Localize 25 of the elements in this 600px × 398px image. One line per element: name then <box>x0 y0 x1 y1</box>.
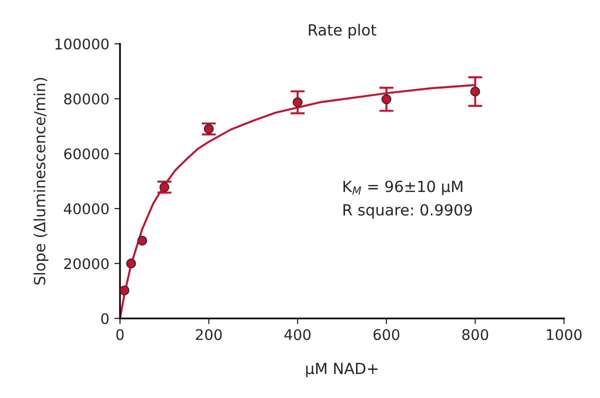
point <box>126 258 136 268</box>
y-tick-label: 20000 <box>64 258 109 270</box>
point <box>470 86 480 97</box>
chart-title: Rate plot <box>308 24 376 39</box>
point <box>120 285 130 296</box>
x-axis-title: µM NAD+ <box>306 362 378 378</box>
x-tick-label: 400 <box>284 329 311 340</box>
point <box>137 236 148 246</box>
annotation: R square: 0.9909 <box>344 204 472 219</box>
x-tick-label: 200 <box>196 329 222 340</box>
x-tick-label: 0 <box>116 329 124 340</box>
point <box>204 124 214 134</box>
y-tick-label: 40000 <box>64 203 109 214</box>
x-tick-label: 600 <box>374 329 400 340</box>
point <box>159 182 170 192</box>
x-tick-label: 800 <box>462 329 488 340</box>
y-tick-label: 0 <box>101 313 109 324</box>
point <box>292 97 303 108</box>
point <box>381 94 392 104</box>
y-axis-title: Slope (Δluminescence/min) <box>34 78 48 285</box>
annotation: K$_{M}$ = 96±10 µM <box>344 180 462 196</box>
y-tick-label: 60000 <box>64 148 109 160</box>
y-tick-label: 100000 <box>56 38 109 50</box>
x-tick-label: 1000 <box>547 329 582 340</box>
y-tick-label: 80000 <box>64 93 109 104</box>
